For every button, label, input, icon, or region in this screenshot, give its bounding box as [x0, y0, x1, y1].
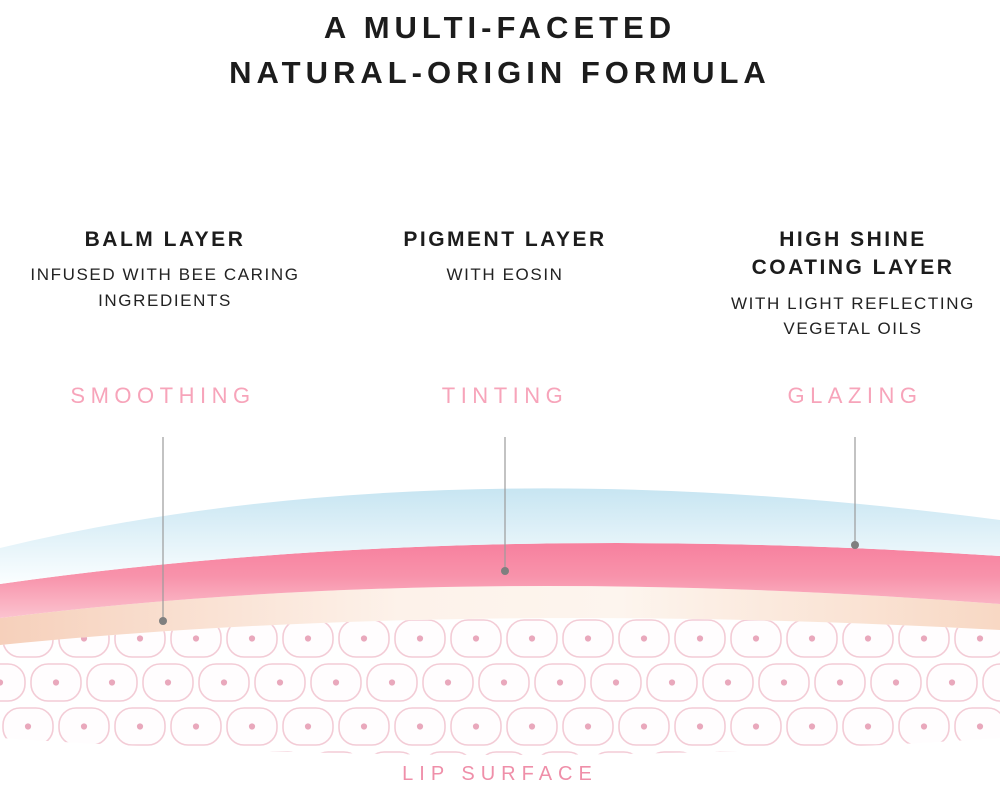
lip-surface-label: LIP SURFACE [402, 763, 598, 785]
pigment-layer-description: WITH EOSIN [446, 265, 564, 285]
balm-layer-shape [0, 586, 1000, 645]
lip-surface-cells [0, 618, 1000, 755]
page-title-line1: A MULTI-FACETED [323, 10, 677, 45]
page-title: A MULTI-FACETED NATURAL-ORIGIN FORMULA [0, 6, 1000, 96]
glazing-label: GLAZING [787, 383, 923, 408]
shine-layer-heading: HIGH SHINE COATING LAYER [751, 228, 955, 280]
column-shine-layer: HIGH SHINE COATING LAYER WITH LIGHT REFL… [695, 226, 1000, 342]
page-title-line2: NATURAL-ORIGIN FORMULA [229, 54, 771, 90]
leader-dot-glazing [851, 541, 859, 549]
pigment-layer-heading: PIGMENT LAYER [403, 228, 607, 251]
shine-layer-description: WITH LIGHT REFLECTING VEGETAL OILS [731, 293, 975, 339]
shine-layer-shape [0, 488, 1000, 584]
tinting-label: TINTING [441, 383, 569, 408]
balm-layer-description: INFUSED WITH BEE CARING INGREDIENTS [30, 265, 300, 310]
leader-dot-tinting [501, 567, 509, 575]
smoothing-label: SMOOTHING [70, 383, 256, 408]
function-labels-row: SMOOTHING TINTING GLAZING [0, 383, 1000, 413]
column-pigment-layer: PIGMENT LAYER WITH EOSIN [345, 226, 665, 288]
pigment-layer-shape [0, 543, 1000, 618]
column-balm-layer: BALM LAYER INFUSED WITH BEE CARING INGRE… [5, 226, 325, 313]
balm-layer-heading: BALM LAYER [84, 228, 246, 251]
leader-dot-smoothing [159, 617, 167, 625]
